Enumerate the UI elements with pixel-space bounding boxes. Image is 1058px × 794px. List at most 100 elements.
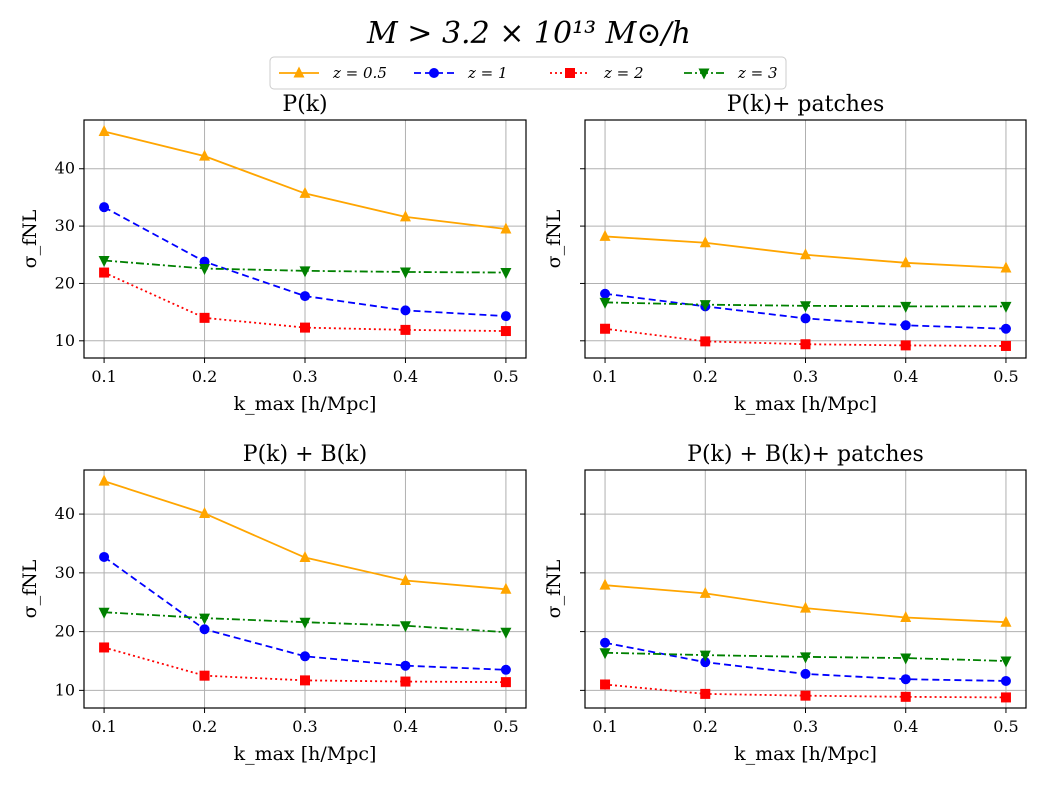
y-tick-label: 20 (55, 273, 75, 292)
x-tick-label: 0.1 (91, 367, 116, 386)
y-tick-label: 30 (55, 563, 75, 582)
legend-entry: z = 0.5 (279, 64, 387, 82)
data-point (199, 613, 211, 625)
panel: P(k) + B(k)+ patches 0.1 0.2 0.3 0.4 0.5 k_max… (543, 442, 1027, 765)
data-point (700, 657, 711, 668)
x-tick-label: 0.2 (192, 367, 217, 386)
data-point (199, 670, 210, 681)
data-point (800, 690, 811, 701)
data-point (599, 578, 611, 590)
data-point (600, 288, 611, 299)
legend-entry: z = 2 (550, 64, 644, 82)
data-point (98, 607, 110, 619)
series-line (605, 301, 1006, 308)
data-point (800, 601, 811, 613)
y-axis-label: σ_fNL (543, 559, 565, 618)
data-point (900, 256, 912, 268)
data-point (500, 326, 511, 337)
data-point (400, 676, 411, 687)
data-point (600, 679, 611, 690)
data-point (500, 664, 511, 675)
legend: z = 0.5 z = 1 z = 2 z = 3 (269, 56, 787, 90)
data-point (199, 149, 211, 161)
x-axis-label: k_max [h/Mpc] (234, 393, 377, 415)
x-tick-label: 0.5 (493, 717, 518, 736)
x-axis-label: k_max [h/Mpc] (734, 393, 877, 415)
data-point (700, 336, 711, 347)
data-point (900, 611, 912, 623)
y-tick-label: 20 (55, 622, 75, 641)
data-point (599, 648, 611, 660)
data-point (600, 323, 611, 334)
data-point (900, 691, 911, 702)
data-point (800, 339, 811, 350)
data-point (1000, 656, 1012, 668)
legend-entry: z = 1 (414, 64, 508, 82)
data-point (500, 627, 512, 639)
panel-title: P(k)+ patches (727, 92, 885, 117)
x-tick-label: 0.1 (592, 717, 617, 736)
legend-marker (293, 66, 305, 78)
data-point (699, 650, 711, 662)
y-tick-label: 10 (55, 680, 75, 699)
data-point (399, 267, 411, 279)
x-tick-label: 0.3 (793, 367, 818, 386)
data-point (1000, 340, 1011, 351)
legend-label: z = 1 (467, 64, 508, 82)
data-point (98, 474, 110, 486)
data-point (900, 320, 911, 331)
legend-entry: z = 3 (684, 64, 778, 82)
data-point (99, 551, 110, 562)
data-point (400, 324, 411, 335)
data-point (599, 297, 611, 309)
data-point (900, 340, 911, 351)
x-axis-label: k_max [h/Mpc] (234, 743, 377, 765)
data-point (299, 617, 311, 629)
panel: P(k)+ patches 0.1 0.2 0.3 0.4 0.5 k_max [h/Mpc… (543, 92, 1027, 415)
legend-marker (429, 68, 439, 78)
data-point (300, 291, 310, 302)
legend-marker (565, 68, 575, 78)
x-tick-label: 0.3 (793, 717, 818, 736)
y-tick-label: 30 (55, 216, 75, 235)
x-tick-label: 0.3 (292, 717, 317, 736)
panel-title: P(k) + B(k)+ patches (687, 442, 924, 467)
data-point (99, 642, 110, 653)
data-point (99, 267, 110, 278)
data-point (800, 301, 811, 313)
panel-title: P(k) (282, 92, 327, 117)
y-axis-label: σ_fNL (19, 209, 41, 268)
data-point (300, 322, 310, 333)
data-point (900, 301, 912, 313)
data-point (1000, 675, 1011, 686)
x-tick-label: 0.3 (292, 367, 317, 386)
data-point (800, 248, 811, 260)
data-point (400, 305, 411, 316)
data-point (800, 668, 811, 679)
data-point (299, 186, 311, 198)
data-point (399, 621, 411, 633)
data-point (199, 506, 211, 518)
data-point (800, 313, 811, 324)
legend-label: z = 3 (737, 64, 778, 82)
series-line (104, 259, 506, 274)
x-tick-label: 0.2 (693, 367, 718, 386)
data-point (600, 637, 611, 648)
x-axis-label: k_max [h/Mpc] (734, 743, 877, 765)
data-point (1000, 692, 1011, 703)
data-point (500, 677, 511, 688)
y-tick-label: 10 (55, 331, 75, 350)
data-point (1000, 323, 1011, 334)
data-point (699, 300, 711, 312)
x-tick-label: 0.4 (893, 367, 918, 386)
legend-marker (698, 68, 710, 80)
y-axis-label: σ_fNL (19, 559, 41, 618)
data-point (599, 229, 611, 241)
data-point (500, 222, 512, 234)
x-tick-label: 0.4 (393, 367, 418, 386)
data-point (99, 202, 110, 213)
data-point (900, 674, 911, 685)
figure-title: M > 3.2 × 10¹³ M⊙/h (366, 16, 691, 51)
data-point (699, 586, 711, 598)
